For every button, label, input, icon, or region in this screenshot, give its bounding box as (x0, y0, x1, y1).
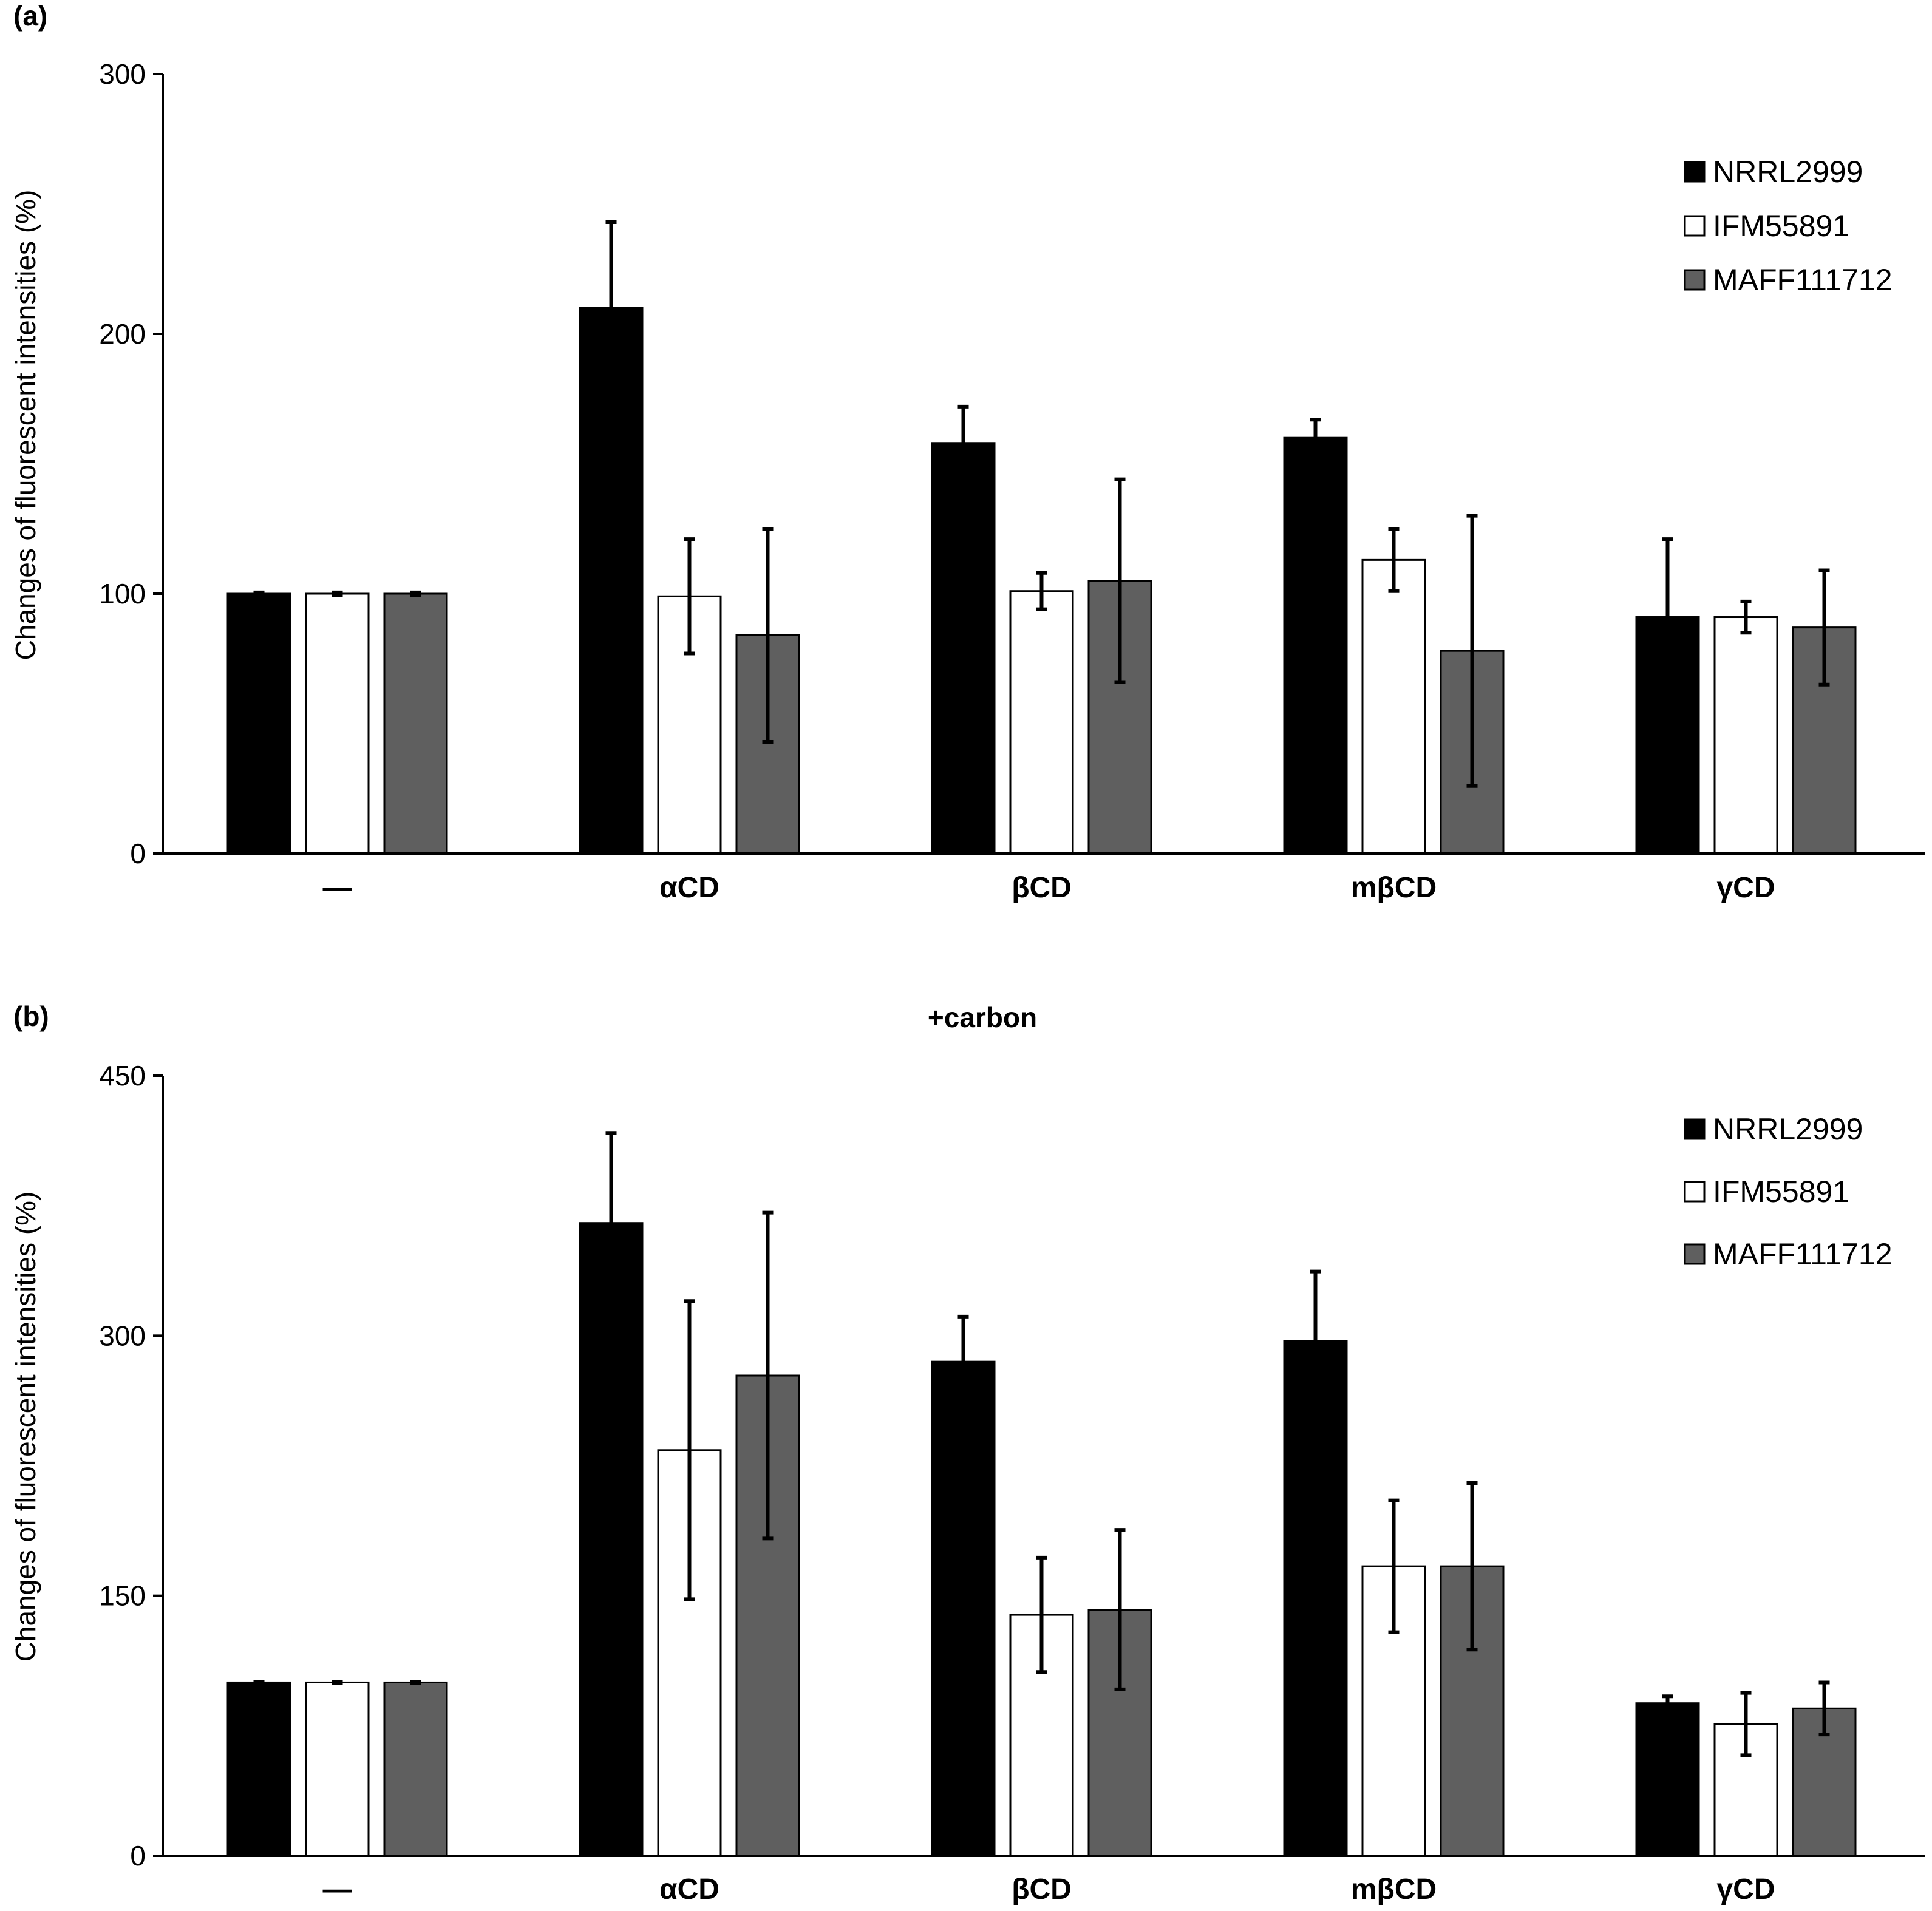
error-bars-b (253, 1131, 1830, 1757)
y-tick-label: 0 (130, 838, 146, 869)
error-bar-maff111712-none (410, 1680, 421, 1685)
bar-nrrl2999-αcd (579, 307, 644, 855)
error-bar-ifm55891-mβcd (1388, 1498, 1400, 1634)
error-bar-maff111712-βcd (1114, 1528, 1126, 1691)
y-ticks-a: 0 100 200 300 (99, 58, 163, 869)
bar-nrrl2999-βcd (931, 1360, 996, 1857)
error-bar-maff111712-αcd (762, 1210, 774, 1541)
error-bar-ifm55891-none (332, 1680, 343, 1685)
x-tick-label-βcd: βCD (1012, 1873, 1072, 1906)
x-tick-label-αcd: αCD (659, 1873, 719, 1906)
x-ticks-a: — αCD βCD mβCD γCD (323, 872, 1775, 904)
legend-swatch-maff111712 (1684, 1243, 1706, 1265)
bar-nrrl2999-mβcd (1283, 1340, 1348, 1857)
legend-label-maff111712: MAFF111712 (1713, 263, 1893, 297)
bar-nrrl2999-αcd (579, 1222, 644, 1857)
error-bar-ifm55891-αcd (684, 537, 695, 656)
bar-ifm55891-mβcd (1361, 558, 1426, 855)
error-bar-nrrl2999-βcd (957, 1314, 969, 1409)
bar-maff111712-none (383, 592, 448, 855)
y-tick-label: 450 (99, 1060, 146, 1091)
x-tick-label-none: — (323, 1873, 352, 1906)
error-bar-ifm55891-γcd (1740, 599, 1752, 635)
error-bar-nrrl2999-γcd (1662, 1694, 1673, 1712)
bar-nrrl2999-γcd (1635, 1702, 1700, 1857)
bar-ifm55891-βcd (1009, 590, 1074, 855)
bar-nrrl2999-none (226, 1681, 291, 1857)
bar-ifm55891-none (305, 1681, 370, 1857)
legend-label-nrrl2999: NRRL2999 (1713, 1112, 1863, 1146)
x-tick-label-γcd: γCD (1716, 872, 1775, 904)
error-bar-maff111712-none (410, 590, 421, 597)
legend-swatch-ifm55891 (1684, 1181, 1706, 1203)
legend-label-ifm55891: IFM55891 (1713, 209, 1849, 243)
x-tick-label-γcd: γCD (1716, 1873, 1775, 1906)
bar-ifm55891-γcd (1713, 616, 1778, 855)
bar-maff111712-none (383, 1681, 448, 1857)
x-tick-label-mβcd: mβCD (1351, 1873, 1437, 1906)
bar-nrrl2999-none (226, 592, 291, 855)
error-bar-ifm55891-βcd (1036, 571, 1047, 611)
y-tick-label: 150 (99, 1580, 146, 1612)
y-tick-label: 0 (130, 1840, 146, 1872)
legend-swatch-nrrl2999 (1684, 1118, 1706, 1140)
error-bar-ifm55891-none (332, 590, 343, 597)
y-tick-label: 300 (99, 1320, 146, 1351)
error-bar-maff111712-γcd (1818, 1680, 1830, 1737)
legend-a: NRRL2999 IFM55891 MAFF111712 (1684, 155, 1893, 297)
x-ticks-b: — αCD βCD mβCD γCD (323, 1873, 1775, 1906)
axes-b (162, 1076, 1925, 1857)
legend-label-nrrl2999: NRRL2999 (1713, 155, 1863, 189)
error-bar-ifm55891-mβcd (1388, 527, 1400, 593)
bar-nrrl2999-mβcd (1283, 436, 1348, 855)
bar-ifm55891-none (305, 592, 370, 855)
legend-label-maff111712: MAFF111712 (1713, 1237, 1893, 1271)
error-bar-nrrl2999-αcd (605, 220, 617, 396)
bars-b (226, 1222, 1857, 1857)
error-bar-maff111712-γcd (1818, 568, 1830, 687)
legend-swatch-ifm55891 (1684, 215, 1706, 237)
axes-a (162, 74, 1925, 855)
error-bar-ifm55891-βcd (1036, 1555, 1047, 1674)
y-axis-label-b: Changes of fluorescent intensities (%) (10, 1192, 41, 1662)
x-tick-label-αcd: αCD (659, 872, 719, 904)
legend-swatch-nrrl2999 (1684, 161, 1706, 183)
error-bar-nrrl2999-αcd (605, 1131, 617, 1315)
bar-nrrl2999-βcd (931, 442, 996, 855)
y-tick-label: 300 (99, 58, 146, 90)
y-axis-label-a: Changes of fluorescent intensities (%) (10, 190, 41, 660)
y-tick-label: 100 (99, 578, 146, 609)
error-bar-maff111712-mβcd (1466, 514, 1478, 788)
error-bar-nrrl2999-mβcd (1310, 418, 1321, 458)
panel-b: (b) +carbon Changes of fluorescent inten… (10, 1000, 1925, 1906)
x-tick-label-βcd: βCD (1012, 872, 1072, 904)
y-tick-label: 200 (99, 318, 146, 350)
error-bar-nrrl2999-none (253, 590, 265, 597)
error-bars-a (253, 220, 1830, 788)
legend-swatch-maff111712 (1684, 269, 1706, 291)
panel-label-b: (b) (13, 1000, 49, 1032)
chart-title-b: +carbon (928, 1002, 1037, 1033)
error-bar-maff111712-βcd (1114, 477, 1126, 684)
legend-label-ifm55891: IFM55891 (1713, 1175, 1849, 1209)
y-ticks-b: 0 150 300 450 (99, 1060, 163, 1872)
error-bar-ifm55891-αcd (684, 1299, 695, 1601)
legend-b: NRRL2999 IFM55891 MAFF111712 (1684, 1112, 1893, 1271)
error-bar-nrrl2999-none (253, 1680, 265, 1685)
error-bar-nrrl2999-βcd (957, 404, 969, 481)
error-bar-ifm55891-γcd (1740, 1691, 1752, 1757)
error-bar-nrrl2999-mβcd (1310, 1269, 1321, 1413)
error-bar-maff111712-mβcd (1466, 1481, 1478, 1652)
bar-maff111712-γcd (1792, 1707, 1857, 1857)
x-tick-label-none: — (323, 872, 352, 904)
x-tick-label-mβcd: mβCD (1351, 872, 1437, 904)
error-bar-maff111712-αcd (762, 527, 774, 744)
error-bar-nrrl2999-γcd (1662, 537, 1673, 697)
panel-a: (a) Changes of fluorescent intensities (… (10, 0, 1925, 904)
panel-label-a: (a) (13, 0, 47, 32)
